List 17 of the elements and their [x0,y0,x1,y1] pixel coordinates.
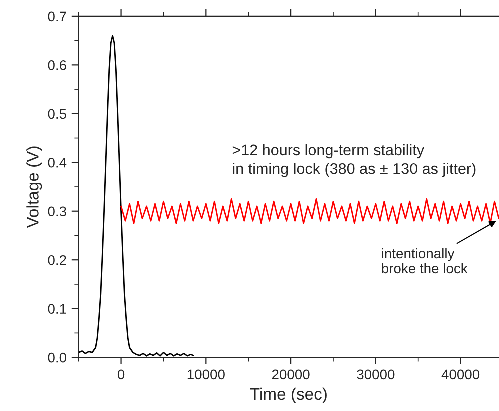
y-tick-label: 0.2 [48,255,66,266]
x-tick-label: 40000 [442,370,480,380]
annotation: >12 hours long-term stability in timing lock (380 as ± 130 as jitter) [232,144,476,178]
y-axis-title: Voltage (V) [26,146,42,228]
y-tick-label: 0.0 [48,352,66,363]
y-tick-label: 0.6 [48,60,66,70]
y-tick-label: 0.5 [48,109,66,120]
y-tick-label: 0.1 [48,304,66,314]
annotation: intentionally broke the lock [382,248,468,274]
x-tick-label: 0 [118,370,125,380]
x-tick-label: 10000 [188,370,225,380]
x-axis-title: Time (sec) [250,388,327,404]
y-tick-label: 0.4 [48,158,67,168]
x-tick-label: 30000 [357,370,395,380]
y-tick-label: 0.3 [48,206,66,217]
x-tick-label: 20000 [272,370,310,380]
y-tick-label: 0.7 [48,12,66,22]
